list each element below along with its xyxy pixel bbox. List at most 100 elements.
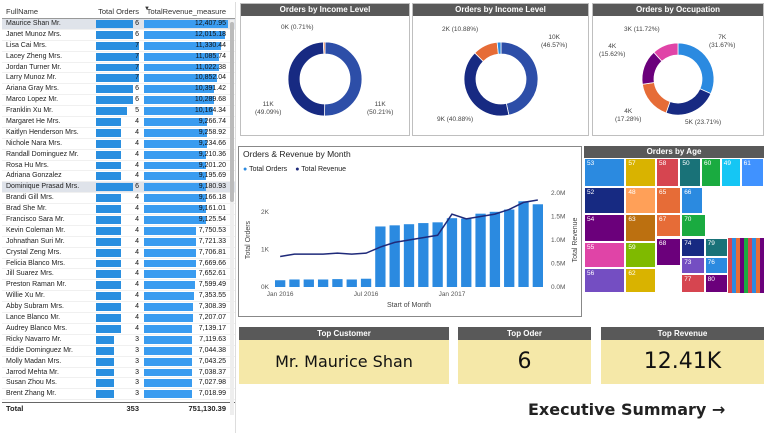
orders-bar[interactable] — [432, 222, 443, 287]
treemap-cell-age[interactable]: 76 — [704, 256, 728, 275]
table-row[interactable]: Johnathan Suri Mr. 4 7,721.33 — [2, 237, 235, 248]
orders-bar[interactable] — [475, 213, 486, 287]
treemap-cell-age[interactable]: 79 — [704, 237, 728, 257]
treemap-cell-age[interactable]: 58 — [656, 158, 680, 187]
table-row[interactable]: Eddie Dominguez Mr. 3 7,044.38 — [2, 346, 235, 357]
executive-summary-button[interactable]: Executive Summary → — [528, 400, 726, 419]
treemap-cell-age[interactable]: 70 — [681, 213, 707, 238]
table-row[interactable]: Franklin Xu Mr. 5 10,164.34 — [2, 106, 235, 118]
orders-revenue-chart-card[interactable]: Orders & Revenue by Month ● Total Orders… — [238, 146, 582, 317]
donut2-slice-1[interactable] — [463, 52, 510, 117]
scrollbar-thumb[interactable] — [230, 22, 234, 202]
orders-bar[interactable] — [289, 279, 300, 287]
table-row[interactable]: Brent Zhang Mr. 3 7,018.99 — [2, 389, 235, 401]
table-row[interactable]: Margaret He Mrs. 4 9,266.74 — [2, 117, 235, 128]
orders-bar[interactable] — [317, 279, 329, 287]
table-row[interactable]: Adriana Gonzalez 4 9,195.69 — [2, 171, 235, 183]
donut2-chart[interactable] — [413, 16, 588, 135]
table-row[interactable]: Brad She Mr. 4 9,161.01 — [2, 204, 235, 216]
treemap-cell-age[interactable]: 48 — [625, 186, 656, 214]
col-orders-header[interactable]: Total Orders — [98, 7, 139, 16]
table-row[interactable]: Molly Madan Mrs. 3 7,043.25 — [2, 357, 235, 368]
donut1-chart[interactable] — [241, 16, 409, 135]
table-row[interactable]: Jill Suarez Mrs. 4 7,652.61 — [2, 269, 235, 281]
treemap-cell-age[interactable]: 50 — [679, 158, 701, 187]
treemap-cell-age[interactable]: 57 — [625, 158, 656, 187]
donut3-slice-2[interactable] — [641, 82, 671, 114]
table-scrollbar[interactable] — [230, 20, 234, 415]
table-row[interactable]: Lisa Cai Mrs. 7 11,330.44 — [2, 41, 235, 52]
donut-card-occupation[interactable]: Orders by Occupation 3K (11.72%) 7K (31.6… — [592, 3, 764, 136]
table-row[interactable]: Kevin Coleman Mr. 4 7,750.53 — [2, 226, 235, 237]
treemap-cell-age[interactable]: 59 — [625, 242, 656, 268]
table-row[interactable]: Brandi Gill Mrs. 4 9,166.18 — [2, 193, 235, 205]
table-row[interactable]: Francisco Sara Mr. 4 9,125.54 — [2, 215, 235, 226]
orders-bar[interactable] — [332, 279, 343, 287]
orders-bar[interactable] — [346, 279, 357, 287]
table-row[interactable]: Willie Xu Mr. 4 7,353.55 — [2, 291, 235, 303]
treemap-cell-age[interactable]: 77 — [681, 274, 705, 294]
table-row[interactable]: Jordan Turner Mr. 7 11,022.38 — [2, 63, 235, 74]
table-row[interactable]: Lacey Zheng Mrs. 7 11,085.74 — [2, 52, 235, 63]
treemap-cell-age[interactable]: 60 — [701, 158, 721, 187]
treemap-cell-age[interactable]: 68 — [656, 237, 682, 267]
donut1-slice-0[interactable] — [324, 41, 363, 117]
orders-bar[interactable] — [532, 204, 543, 287]
table-row[interactable]: Felicia Blanco Mrs. 4 7,669.66 — [2, 259, 235, 270]
donut1-slice-2[interactable] — [322, 41, 326, 55]
orders-bar[interactable] — [375, 226, 386, 287]
table-row[interactable]: Marco Lopez Mr. 6 10,289.68 — [2, 95, 235, 107]
treemap-cell-age[interactable]: 62 — [625, 267, 656, 294]
donut1-slice-1[interactable] — [287, 41, 326, 117]
treemap-cell-age[interactable]: 66 — [681, 186, 703, 214]
orders-revenue-plot[interactable]: 0K 1K 2K 0.0M 0.5M 1.0M 1.5M 2.0M Jan 2016 Jul 20… — [239, 147, 581, 316]
table-row[interactable]: Janet Munoz Mrs. 6 12,015.18 — [2, 30, 235, 41]
orders-bar[interactable] — [389, 225, 400, 287]
table-row[interactable]: Susan Zhou Ms. 3 7,027.98 — [2, 378, 235, 390]
treemap-cell-age[interactable]: 67 — [656, 213, 682, 238]
table-row[interactable]: Preston Raman Mr. 4 7,599.49 — [2, 280, 235, 292]
treemap-cell-age[interactable]: 55 — [584, 242, 626, 268]
treemap-cell-age[interactable]: 53 — [584, 158, 626, 187]
col-revenue-header[interactable]: ▼ TotalRevenue_measure — [142, 6, 232, 16]
table-row[interactable]: Rosa Hu Mrs. 4 9,201.20 — [2, 161, 235, 172]
orders-bar[interactable] — [303, 279, 314, 287]
donut3-slice-4[interactable] — [653, 42, 679, 62]
orders-bar[interactable] — [418, 223, 429, 287]
orders-bar[interactable] — [504, 209, 515, 287]
treemap-cell-age[interactable]: 56 — [584, 267, 626, 294]
treemap-cell-age[interactable]: 65 — [656, 186, 682, 214]
donut3-slice-0[interactable] — [677, 42, 715, 95]
treemap-chart[interactable]: 53 52 54 55 56 57 58 50 60 49 61 48 63 59 62 65 66 67 68 70… — [584, 158, 764, 317]
treemap-cell-age[interactable]: 80 — [704, 274, 728, 294]
table-row[interactable]: Nichole Nara Mrs. 4 9,234.66 — [2, 139, 235, 150]
orders-bar[interactable] — [489, 211, 501, 287]
treemap-cell-age[interactable]: 73 — [681, 256, 705, 275]
table-row[interactable]: Audrey Blanco Mrs. 4 7,139.17 — [2, 324, 235, 335]
orders-bar[interactable] — [275, 280, 286, 287]
orders-bar[interactable] — [518, 201, 529, 287]
table-row[interactable]: Maurice Shan Mr. 6 12,407.95 — [2, 19, 235, 30]
treemap-cell-age[interactable]: 74 — [681, 237, 705, 257]
revenue-line[interactable] — [280, 199, 538, 258]
treemap-cell-age[interactable]: 49 — [720, 158, 741, 187]
legend-orders[interactable]: ● Total Orders — [243, 166, 288, 173]
orders-bar[interactable] — [360, 278, 372, 287]
treemap-cell-age[interactable]: 52 — [584, 186, 626, 214]
table-row[interactable]: Abby Subram Mrs. 4 7,308.39 — [2, 302, 235, 314]
col-fullname-header[interactable]: FullName — [6, 7, 39, 16]
table-row[interactable]: Ricky Navarro Mr. 3 7,119.63 — [2, 335, 235, 346]
treemap-cell-age[interactable]: 54 — [584, 213, 626, 243]
table-row[interactable]: Larry Munoz Mr. 7 10,852.04 — [2, 73, 235, 85]
legend-revenue[interactable]: ● Total Revenue — [295, 166, 347, 173]
treemap-card-age[interactable]: Orders by Age 53 52 54 55 56 57 58 50 60 49 61 48 63… — [584, 146, 764, 317]
donut2-slice-3[interactable] — [496, 41, 502, 55]
donut-card-income-2[interactable]: Orders by Income Level 2K (10.88%) 10K (4… — [412, 3, 589, 136]
table-row[interactable]: Jarrod Mehta Mr. 3 7,038.37 — [2, 368, 235, 379]
table-row[interactable]: Kaitlyn Henderson Mrs. 4 9,258.92 — [2, 128, 235, 139]
table-row[interactable]: Lance Blanco Mr. 4 7,207.07 — [2, 313, 235, 324]
treemap-small-cells[interactable] — [728, 237, 764, 294]
donut-card-income-1[interactable]: Orders by Income Level 0K (0.71%) 11K (50… — [240, 3, 410, 136]
donut3-slice-1[interactable] — [665, 88, 712, 116]
orders-bar[interactable] — [446, 218, 458, 287]
